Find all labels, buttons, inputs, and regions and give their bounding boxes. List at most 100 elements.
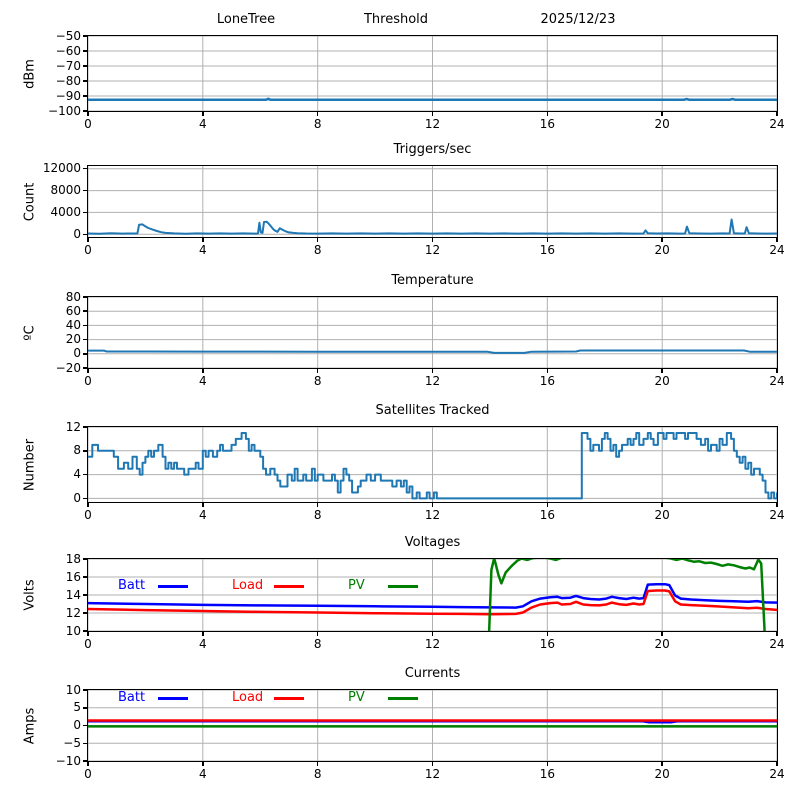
x-tick-label: 24 [769,508,785,522]
y-tick-label: 18 [65,551,81,566]
y-tick-label: −70 [55,58,81,73]
y-tick-mark [83,189,87,192]
x-tick-mark [316,369,319,373]
x-tick-mark [316,503,319,507]
y-tick-label: 16 [65,569,81,584]
y-tick-label: −20 [55,360,81,375]
legend-line-pv [388,697,418,700]
x-tick-label: 16 [539,243,555,257]
chart-title: Triggers/sec [393,142,472,157]
y-tick-mark [83,35,87,37]
x-tick-mark [776,112,778,116]
x-tick-mark [546,632,549,636]
x-tick-mark [661,762,663,766]
y-tick-mark [83,497,87,500]
chart-title: Voltages [404,535,461,550]
x-tick-mark [661,369,663,373]
axes-border [87,558,778,632]
y-tick-mark [83,95,87,97]
x-tick-mark [661,632,663,636]
x-tick-label: 16 [539,374,555,388]
plot-area [88,36,777,111]
series-line-satellites [88,432,777,500]
x-tick-mark [546,112,549,116]
y-tick-label: 14 [65,587,81,602]
x-tick-label: 24 [769,637,785,651]
y-tick-label: 80 [65,289,81,304]
x-tick-mark [316,762,319,766]
chart-title-site: LoneTree [216,12,276,27]
y-tick-label: −50 [55,28,81,43]
plot-area [88,559,777,631]
y-tick-mark [83,50,87,52]
y-tick-mark [83,211,87,214]
y-tick-mark [83,233,87,236]
x-tick-label: 24 [769,767,785,781]
x-tick-label: 0 [84,243,92,257]
x-tick-label: 12 [424,508,441,522]
axes-border [87,296,778,369]
y-tick-mark [83,367,87,369]
y-tick-mark [83,65,87,67]
x-tick-label: 0 [84,508,92,522]
x-tick-mark [431,238,434,242]
x-tick-label: 8 [313,637,322,651]
legend-line-pv [388,585,418,588]
y-tick-label: 10 [65,682,81,697]
x-tick-label: 20 [654,637,670,651]
x-tick-label: 24 [769,374,785,388]
x-tick-label: 16 [539,508,555,522]
y-tick-mark [83,558,87,560]
x-tick-mark [316,112,319,116]
x-tick-label: 16 [539,637,555,651]
y-tick-label: 4000 [50,204,81,219]
x-tick-label: 8 [313,374,322,388]
x-tick-label: 12 [424,243,441,257]
y-tick-mark [83,426,87,428]
y-tick-mark [83,80,87,82]
x-tick-label: 12 [424,117,441,131]
x-tick-label: 24 [769,117,785,131]
y-tick-label: 20 [65,332,81,347]
y-tick-label: 0 [73,346,81,361]
legend-line-batt [158,697,188,700]
x-tick-mark [546,762,549,766]
plot-area [88,166,777,237]
x-tick-mark [87,369,89,373]
x-tick-label: 24 [769,243,785,257]
legend-label-batt: Batt [118,578,146,593]
y-tick-label: 0 [73,718,81,732]
x-tick-mark [431,503,434,507]
x-tick-label: 20 [654,767,670,781]
x-tick-mark [87,112,89,116]
y-tick-label: 0 [73,226,81,241]
legend-line-load [274,697,304,700]
x-tick-label: 20 [654,374,670,388]
series-line-temperature [88,349,777,354]
series-line-trigger-rate [88,218,777,235]
y-tick-label: 12000 [42,161,81,176]
legend-label-load: Load [232,690,264,705]
x-tick-mark [776,369,778,373]
y-tick-mark [83,707,87,709]
x-tick-mark [87,238,89,242]
x-tick-label: 8 [313,243,322,257]
y-tick-label: 10 [65,623,81,638]
series-line-pv [487,559,766,631]
legend-label-pv: PV [348,690,365,705]
x-tick-mark [202,632,204,636]
x-tick-label: 0 [84,637,92,651]
y-tick-mark [83,296,87,298]
y-tick-mark [83,689,87,691]
y-tick-label: 0 [73,490,81,505]
y-tick-mark [83,473,87,476]
x-tick-mark [661,238,663,242]
x-tick-label: 8 [313,117,322,131]
x-tick-mark [546,238,549,242]
x-tick-mark [87,762,89,766]
series-line-batt [88,582,777,609]
x-tick-mark [202,369,204,373]
y-tick-mark [83,724,87,727]
